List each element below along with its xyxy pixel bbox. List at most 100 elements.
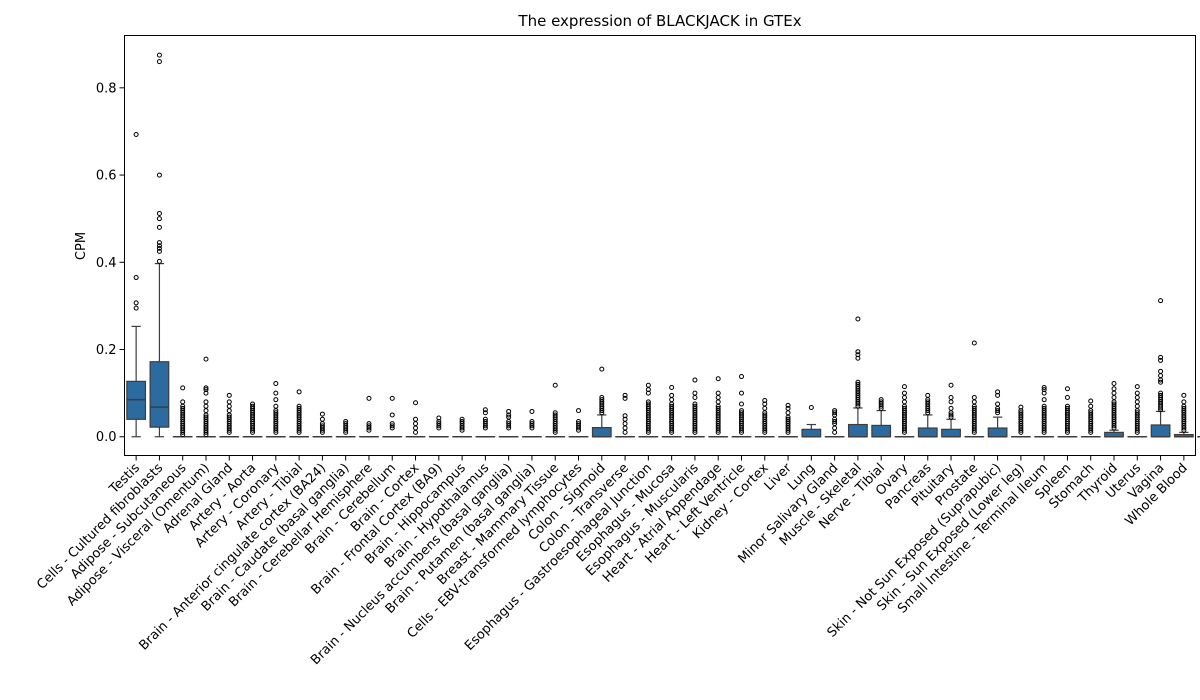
outlier-point xyxy=(552,382,558,388)
outlier-point xyxy=(832,408,838,414)
box-group xyxy=(196,356,216,438)
box xyxy=(801,428,822,438)
outlier-point xyxy=(599,397,605,403)
outlier-point xyxy=(273,381,279,387)
outlier-point xyxy=(1088,410,1094,416)
outlier-point xyxy=(343,418,349,424)
outlier-point xyxy=(948,412,954,418)
outlier-point xyxy=(622,425,628,431)
outlier-point xyxy=(436,418,442,424)
outlier-point xyxy=(878,399,884,405)
outlier-point xyxy=(901,384,907,390)
outlier-point xyxy=(203,414,209,420)
outlier-point xyxy=(226,414,232,420)
outlier-point xyxy=(948,394,954,400)
outlier-point xyxy=(995,392,1001,398)
outlier-point xyxy=(156,59,162,65)
outlier-point xyxy=(1134,384,1140,390)
box-group xyxy=(172,385,193,438)
outlier-point xyxy=(1158,354,1164,360)
outlier-point xyxy=(156,248,162,254)
outlier-point xyxy=(459,418,465,424)
outlier-point xyxy=(785,405,791,411)
box-group xyxy=(312,411,333,438)
outlier-point xyxy=(389,423,395,429)
outlier-point xyxy=(599,366,605,372)
outlier-point xyxy=(855,352,861,358)
outlier-point xyxy=(133,275,139,281)
outlier-point xyxy=(1111,381,1117,387)
box xyxy=(149,361,170,428)
box-group xyxy=(219,392,240,438)
outlier-point xyxy=(901,390,907,396)
outlier-point xyxy=(576,418,582,424)
outlier-point xyxy=(156,172,162,178)
outlier-point xyxy=(762,401,768,407)
box-group xyxy=(801,405,822,438)
outlier-point xyxy=(1064,403,1070,409)
outlier-point xyxy=(576,421,582,427)
box-group xyxy=(405,400,426,438)
outlier-point xyxy=(1018,404,1024,410)
outlier-point xyxy=(855,379,861,385)
outlier-point xyxy=(319,423,325,429)
box-group xyxy=(941,382,961,438)
outlier-point xyxy=(1134,399,1140,405)
outlier-point xyxy=(832,418,838,424)
outlier-point xyxy=(226,399,232,405)
outlier-point xyxy=(971,340,977,346)
outlier-point xyxy=(273,397,279,403)
box-group xyxy=(708,376,729,438)
box-group xyxy=(1197,435,1200,438)
outlier-point xyxy=(273,390,279,396)
box xyxy=(987,427,1008,438)
outlier-point xyxy=(343,421,349,427)
box-group xyxy=(685,377,705,438)
chart-marks xyxy=(126,52,1200,438)
outlier-point xyxy=(203,356,209,362)
outlier-point xyxy=(855,316,861,322)
outlier-point xyxy=(715,376,721,382)
outlier-point xyxy=(715,390,721,396)
chart-title: The expression of BLACKJACK in GTEx xyxy=(517,12,801,30)
outlier-point xyxy=(1111,394,1117,400)
outlier-point xyxy=(832,429,838,435)
box-group xyxy=(428,415,449,438)
y-tick-label: 0.0 xyxy=(96,430,117,445)
outlier-point xyxy=(552,410,558,416)
outlier-point xyxy=(319,411,325,417)
box-group xyxy=(1150,298,1171,438)
outlier-point xyxy=(1158,373,1164,379)
outlier-point xyxy=(738,408,744,414)
outlier-point xyxy=(669,403,675,409)
outlier-point xyxy=(995,408,1001,414)
outlier-point xyxy=(389,412,395,418)
y-tick-label: 0.6 xyxy=(96,169,117,184)
box xyxy=(917,427,938,438)
outlier-point xyxy=(180,385,186,391)
outlier-point xyxy=(901,394,907,400)
box-group xyxy=(917,392,938,438)
box-group xyxy=(1104,381,1124,438)
outlier-point xyxy=(785,402,791,408)
outlier-point xyxy=(669,392,675,398)
box-group xyxy=(1034,384,1055,438)
outlier-point xyxy=(529,408,535,414)
outlier-point xyxy=(622,429,628,435)
box-group xyxy=(638,382,659,438)
outlier-point xyxy=(156,240,162,246)
outlier-point xyxy=(552,412,558,418)
plot-frame xyxy=(124,35,1196,456)
box-group xyxy=(149,52,170,438)
outlier-point xyxy=(715,399,721,405)
outlier-point xyxy=(738,374,744,380)
outlier-point xyxy=(622,392,628,398)
outlier-point xyxy=(692,377,698,383)
outlier-point xyxy=(273,410,279,416)
outlier-point xyxy=(203,390,209,396)
outlier-point xyxy=(250,403,256,409)
y-tick-label: 0.4 xyxy=(96,256,117,271)
box-group xyxy=(475,407,496,438)
outlier-point xyxy=(762,412,768,418)
